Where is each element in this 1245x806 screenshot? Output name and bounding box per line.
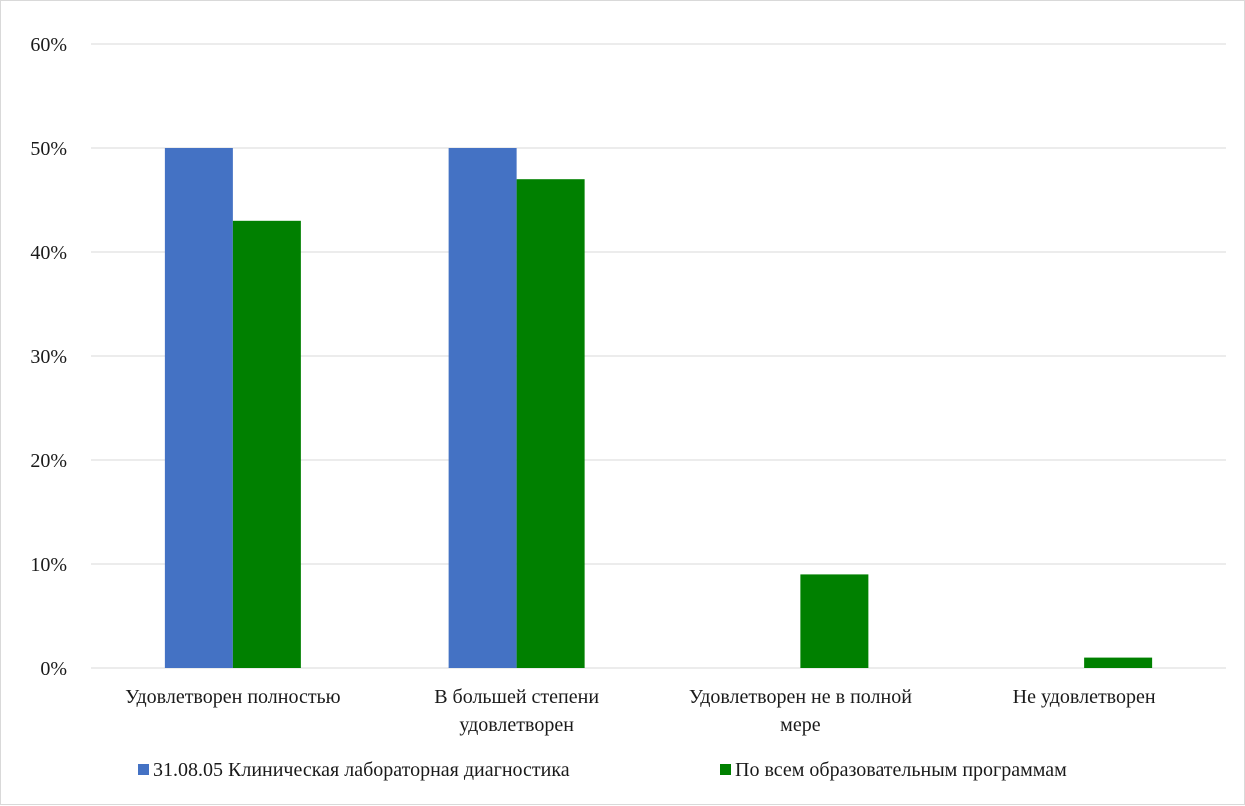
category-labels: Удовлетворен полностью В большей степени у… xyxy=(125,686,1156,736)
category-label: Удовлетворен полностью xyxy=(125,686,341,708)
bar-series-2-category-4 xyxy=(1084,657,1153,668)
y-axis-tick-labels: 0% 10% 20% 30% 40% 50% 60% xyxy=(30,34,67,680)
category-label: Не удовлетворен xyxy=(1013,686,1156,708)
bar-series-1-category-1 xyxy=(164,148,233,668)
y-tick-label: 0% xyxy=(40,658,67,680)
bars xyxy=(164,148,1153,669)
legend-swatch xyxy=(720,764,731,775)
legend: 31.08.05 Клиническая лабораторная диагно… xyxy=(138,759,1067,781)
y-tick-label: 40% xyxy=(30,242,67,264)
y-tick-label: 60% xyxy=(30,34,67,56)
category-label: Удовлетворен не в полной xyxy=(689,686,912,708)
category-label: удовлетворен xyxy=(459,714,574,736)
y-tick-label: 10% xyxy=(30,554,67,576)
y-tick-label: 20% xyxy=(30,450,67,472)
bar-series-2-category-1 xyxy=(232,220,301,669)
bar-series-2-category-2 xyxy=(516,179,585,668)
bar-series-1-category-2 xyxy=(448,148,517,668)
category-label: мере xyxy=(780,714,821,736)
category-label: В большей степени xyxy=(434,686,599,708)
y-tick-label: 30% xyxy=(30,346,67,368)
y-tick-label: 50% xyxy=(30,138,67,160)
legend-label: 31.08.05 Клиническая лабораторная диагно… xyxy=(153,759,570,781)
legend-swatch xyxy=(138,764,149,775)
bar-series-2-category-3 xyxy=(800,574,869,668)
legend-label: По всем образовательным программам xyxy=(735,759,1067,781)
